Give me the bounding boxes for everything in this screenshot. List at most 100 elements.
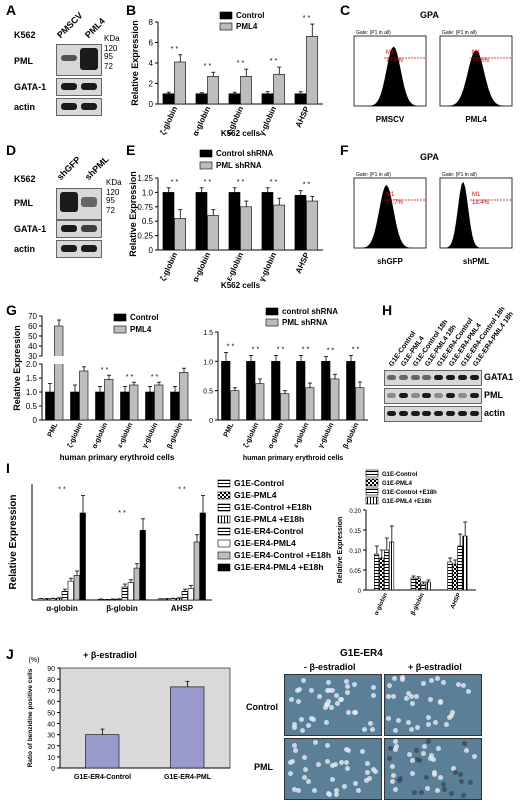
legend-label: G1E-ER4-Control +E18h bbox=[234, 550, 331, 560]
legend-label: G1E-ER4-PML4 bbox=[234, 538, 296, 548]
bar bbox=[139, 530, 146, 601]
micrograph-cell bbox=[416, 757, 422, 763]
y-tick-label: 0 bbox=[51, 766, 55, 773]
micrograph-cell bbox=[325, 679, 331, 685]
y-tick-label: 40 bbox=[47, 722, 55, 729]
blot-h-row-gata1: GATA1 bbox=[484, 372, 514, 382]
x-tick-label: γ-globin bbox=[257, 251, 278, 283]
micrograph-cell bbox=[465, 689, 471, 695]
legend-swatch bbox=[217, 563, 231, 572]
bar bbox=[305, 387, 315, 421]
micro-row-pml: PML bbox=[254, 762, 273, 772]
bar bbox=[193, 541, 200, 601]
bar bbox=[280, 393, 290, 421]
legend-swatch bbox=[217, 515, 231, 524]
blot-band bbox=[398, 375, 408, 380]
blot-d-kda: KDa bbox=[106, 178, 122, 187]
legend-label: PML4 bbox=[130, 325, 152, 334]
bar bbox=[296, 361, 306, 421]
bar bbox=[306, 200, 318, 251]
bar bbox=[61, 591, 68, 601]
x-tick-label: β-globin bbox=[410, 592, 426, 616]
micrograph-cell bbox=[359, 748, 365, 754]
y-tick-label: 1.5 bbox=[203, 330, 213, 337]
legend-swatch bbox=[365, 469, 379, 478]
y-tick-label: 20 bbox=[47, 744, 55, 751]
chart-title: + β-estradiol bbox=[83, 650, 137, 660]
blot-d-marker-120: 120 bbox=[106, 188, 120, 197]
bar bbox=[157, 598, 164, 601]
y-tick-label: 0 bbox=[209, 418, 213, 425]
micro-row-control: Control bbox=[246, 702, 278, 712]
significance-mark: * * bbox=[204, 179, 212, 186]
micrograph-cell bbox=[368, 721, 374, 727]
legend-label: G1E-Control +E18h bbox=[234, 502, 312, 512]
flow-gate: Gate: (P1 in all) bbox=[442, 30, 477, 36]
micrograph-cell bbox=[352, 709, 358, 715]
micrograph-cell bbox=[292, 722, 298, 728]
bar bbox=[273, 73, 285, 105]
blot-band bbox=[398, 393, 408, 398]
blot-a-row-pml: PML bbox=[14, 56, 33, 66]
blot-band bbox=[410, 411, 420, 416]
flow-percent: 77.7% bbox=[386, 200, 404, 206]
bar bbox=[70, 391, 80, 421]
micrograph-cell bbox=[390, 779, 396, 785]
blot-h-pml bbox=[384, 388, 482, 404]
legend-label: G1E-PML4 +E18h bbox=[234, 514, 304, 524]
bar bbox=[355, 387, 365, 421]
legend-label: G1E-ER4-Control bbox=[234, 526, 303, 536]
micro-title: G1E-ER4 bbox=[340, 648, 383, 659]
significance-mark: * * bbox=[327, 348, 335, 355]
x-tick-label: β-globin bbox=[106, 604, 138, 613]
micrograph-cell bbox=[330, 762, 336, 768]
x-tick-label: AHSP bbox=[171, 604, 194, 613]
bar bbox=[169, 598, 176, 601]
micrograph-cell bbox=[324, 701, 330, 707]
blot-band bbox=[410, 375, 420, 380]
micrograph-cell bbox=[463, 748, 469, 754]
significance-mark: * * bbox=[237, 60, 245, 67]
x-tick-label: G1E-ER4-PML bbox=[164, 774, 212, 781]
bar bbox=[271, 361, 281, 421]
micrograph-cell bbox=[429, 677, 435, 683]
blot-band bbox=[398, 411, 408, 416]
blot-band bbox=[469, 411, 479, 416]
micrograph-cell bbox=[459, 779, 465, 785]
micrograph-cell bbox=[389, 763, 395, 769]
micrograph-cell bbox=[390, 773, 396, 779]
flow-percent: 77.6% bbox=[472, 58, 490, 64]
micrograph-cell bbox=[324, 743, 330, 749]
y-tick-label: 0.10 bbox=[349, 549, 361, 555]
y-tick-label: 70 bbox=[28, 312, 37, 321]
blot-h-row-actin: actin bbox=[484, 408, 506, 418]
micrograph-cell bbox=[387, 745, 393, 751]
micrograph-cell bbox=[428, 697, 434, 703]
bar bbox=[384, 549, 390, 591]
legend-label: G1E-ER4-PML4 +E18h bbox=[234, 562, 324, 572]
blot-band bbox=[457, 393, 467, 398]
chart-i-main: Relative Expression α-globin * * β-globin * … bbox=[8, 478, 331, 613]
x-tick-label: β-globin bbox=[342, 422, 360, 450]
bar bbox=[228, 93, 241, 105]
y-tick-label: 1.0 bbox=[26, 388, 38, 397]
y-tick-label: 0.5 bbox=[142, 217, 154, 226]
micrograph-control-minus bbox=[284, 674, 382, 736]
bar bbox=[67, 580, 74, 601]
micrograph-cell bbox=[362, 727, 368, 733]
micrograph-cell bbox=[450, 765, 456, 771]
chart-i-inset: 0 0.05 0.10 0.15 0.20 Relative Expression α-gl… bbox=[337, 469, 476, 616]
bar bbox=[79, 512, 86, 601]
y-tick-label: 10 bbox=[47, 755, 55, 762]
flow-marker: M1 bbox=[386, 192, 395, 198]
blot-band bbox=[422, 411, 432, 416]
y-tick-label: 4 bbox=[149, 59, 154, 68]
micrograph-cell bbox=[288, 760, 294, 765]
micrograph-cell bbox=[428, 752, 434, 758]
micrograph-cell bbox=[322, 704, 328, 710]
micrograph-cell bbox=[365, 769, 371, 775]
y-tick-label: 0.25 bbox=[137, 232, 153, 241]
bar bbox=[187, 588, 194, 601]
x-axis-label: K562 cells bbox=[221, 129, 261, 138]
micrograph-cell bbox=[327, 792, 333, 798]
